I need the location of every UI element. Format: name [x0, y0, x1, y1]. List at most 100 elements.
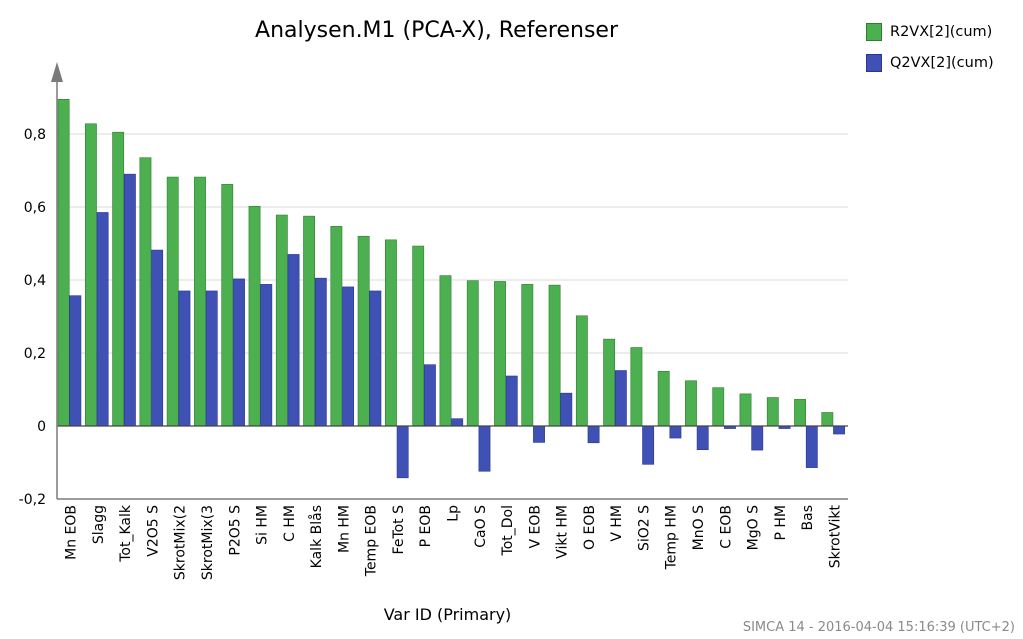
- bar-r2vx: [166, 176, 179, 427]
- bar-r2vx: [330, 226, 343, 427]
- bar-r2vx: [603, 338, 616, 427]
- x-tick-label: CaO S: [473, 505, 489, 548]
- bar-q2vx: [696, 425, 709, 451]
- x-tick-label: FeTot S: [391, 505, 407, 555]
- bar-r2vx: [575, 315, 588, 427]
- x-tick-label: Vikt HM: [555, 505, 571, 559]
- bar-r2vx: [385, 239, 397, 427]
- x-tick-label: C EOB: [718, 505, 734, 549]
- bar-q2vx: [396, 425, 409, 479]
- bar-q2vx: [151, 249, 164, 427]
- x-tick-label: Slagg: [91, 505, 107, 544]
- bar-r2vx: [139, 157, 152, 427]
- bar-q2vx: [123, 173, 136, 427]
- legend-swatch-r2vx: [866, 22, 882, 41]
- x-tick-label: MnO S: [691, 505, 707, 550]
- bar-q2vx: [314, 277, 327, 427]
- x-tick-label: SkrotMix(3: [200, 505, 216, 580]
- bar-q2vx: [642, 425, 655, 465]
- x-tick-label: C HM: [282, 505, 298, 542]
- bar-r2vx: [657, 370, 670, 427]
- bar-q2vx: [424, 364, 436, 427]
- x-tick-label: P2O5 S: [227, 505, 243, 556]
- bar-r2vx: [303, 215, 316, 427]
- x-tick-label: SkrotVikt: [827, 505, 843, 569]
- x-tick-label: V EOB: [527, 505, 543, 549]
- x-tick-label: MgO S: [746, 505, 762, 550]
- x-tick-label: V2O5 S: [145, 505, 161, 557]
- bar-q2vx: [69, 295, 82, 427]
- x-tick-label: Mn EOB: [64, 505, 80, 560]
- bar-q2vx: [505, 375, 518, 427]
- x-tick-label: P EOB: [418, 505, 434, 547]
- bar-q2vx: [205, 290, 218, 427]
- bar-q2vx: [260, 284, 273, 427]
- y-tick-label: 0,4: [24, 273, 46, 289]
- bar-q2vx: [178, 290, 191, 427]
- bar-r2vx: [712, 387, 725, 427]
- y-axis-arrow-icon: [51, 62, 63, 82]
- x-tick-label: SkrotMix(2: [173, 505, 189, 580]
- y-tick-label: -0,2: [19, 492, 46, 508]
- bar-r2vx: [357, 235, 370, 427]
- chart-title: Analysen.M1 (PCA-X), Referenser: [255, 18, 618, 43]
- bar-q2vx: [96, 212, 109, 427]
- bar-q2vx: [342, 286, 355, 427]
- bar-q2vx: [533, 425, 545, 443]
- bar-r2vx: [521, 284, 534, 427]
- bar-r2vx: [630, 347, 643, 427]
- bar-q2vx: [751, 425, 764, 451]
- x-tick-label: SiO2 S: [636, 505, 652, 551]
- legend-swatch-q2vx: [866, 53, 882, 72]
- legend-item-q2vx: Q2VX[2](cum): [866, 47, 994, 78]
- bar-q2vx: [369, 290, 382, 427]
- bar-r2vx: [439, 275, 452, 427]
- x-tick-label: Tot_Dol: [500, 505, 516, 556]
- x-tick-label: Mn HM: [336, 505, 352, 553]
- bar-r2vx: [248, 205, 261, 427]
- bar-r2vx: [466, 280, 479, 427]
- y-tick-label: 0: [37, 419, 46, 435]
- x-tick-label: P HM: [773, 505, 789, 541]
- legend-item-r2vx: R2VX[2](cum): [866, 16, 994, 47]
- x-axis-label: Var ID (Primary): [384, 605, 512, 624]
- y-tick-label: 0,2: [24, 346, 46, 362]
- y-tick-label: 0,8: [24, 127, 46, 143]
- bar-r2vx: [821, 412, 834, 427]
- bar-q2vx: [560, 392, 573, 427]
- bar-q2vx: [805, 425, 818, 468]
- bar-r2vx: [548, 284, 561, 427]
- bar-r2vx: [275, 214, 288, 427]
- y-tick-label: 0,6: [24, 200, 46, 216]
- legend-label-q2vx: Q2VX[2](cum): [890, 54, 994, 71]
- bar-r2vx: [194, 176, 206, 427]
- bar-r2vx: [766, 397, 779, 427]
- footer-timestamp: SIMCA 14 - 2016-04-04 15:16:39 (UTC+2): [742, 620, 1015, 635]
- bar-r2vx: [494, 281, 506, 427]
- bar-q2vx: [478, 425, 491, 472]
- x-tick-label: V HM: [609, 505, 625, 542]
- bar-q2vx: [587, 425, 600, 444]
- bar-r2vx: [794, 399, 806, 427]
- x-tick-label: Si HM: [255, 505, 271, 545]
- x-tick-label: Tot_Kalk: [118, 504, 134, 563]
- x-tick-label: Temp EOB: [364, 505, 380, 577]
- bar-q2vx: [451, 418, 464, 427]
- legend-label-r2vx: R2VX[2](cum): [890, 23, 993, 40]
- bar-q2vx: [833, 425, 845, 435]
- bar-q2vx: [614, 370, 627, 427]
- x-tick-label: Bas: [800, 505, 816, 530]
- bar-r2vx: [739, 393, 752, 427]
- bar-r2vx: [84, 123, 97, 427]
- bar-q2vx: [233, 278, 245, 427]
- bar-r2vx: [221, 184, 234, 427]
- bar-r2vx: [112, 131, 125, 427]
- x-tick-label: O EOB: [582, 505, 598, 550]
- bar-r2vx: [412, 245, 425, 427]
- x-tick-label: Kalk Blås: [308, 505, 325, 568]
- bar-q2vx: [669, 425, 682, 439]
- plot-area: -0,2 0 0,2 0,4 0,6 0,8 Mn EOB Slagg Tot_Kalk V2O5…: [19, 62, 848, 624]
- legend: R2VX[2](cum) Q2VX[2](cum): [866, 16, 994, 78]
- bar-r2vx: [57, 99, 70, 427]
